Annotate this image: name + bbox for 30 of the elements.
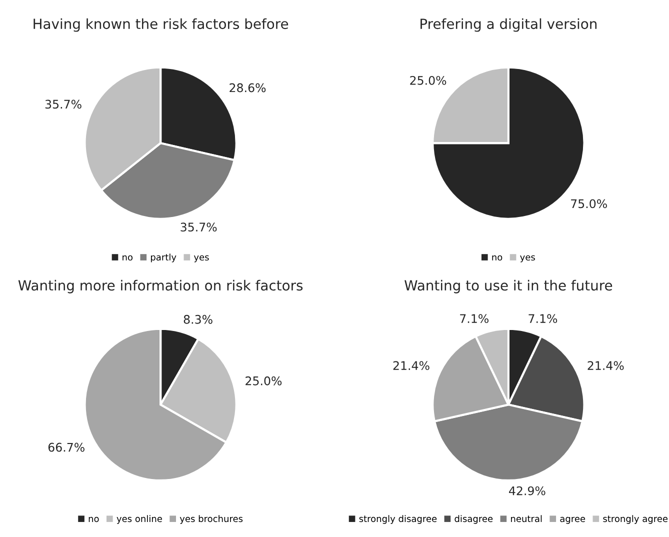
legend-label: yes brochures [180, 515, 243, 524]
legend-label: no [88, 516, 99, 522]
data-label: 21.4% [393, 361, 430, 370]
chart-title: Wanting more information on risk factors [18, 280, 303, 294]
legend-label: strongly disagree [359, 515, 437, 524]
legend-label: no [122, 255, 133, 261]
legend-label: no [492, 255, 502, 261]
data-label: 35.7% [45, 100, 82, 109]
data-label: 28.6% [230, 83, 266, 92]
data-label: 75.0% [571, 199, 607, 208]
legend-label: partly [150, 254, 176, 262]
legend-label: yes [194, 255, 209, 262]
data-label: 8.3% [184, 314, 212, 324]
chart-title: Having known the risk factors before [34, 18, 288, 32]
data-label: 35.7% [180, 222, 217, 232]
legend-label: yes online [116, 515, 162, 524]
chart-title: Wanting to use it in the future [404, 280, 612, 294]
data-label: 25.0% [246, 376, 282, 386]
legend-label: yes [520, 255, 535, 262]
chart-title: Prefering a digital version [420, 18, 597, 32]
legend-label: disagree [454, 515, 493, 524]
data-label: 7.1% [460, 314, 488, 324]
data-label: 42.9% [509, 486, 546, 496]
legend-label: agree [560, 516, 586, 524]
data-label: 25.0% [410, 76, 446, 85]
data-label: 66.7% [48, 442, 84, 452]
data-label: 7.1% [528, 314, 558, 324]
data-label: 21.4% [588, 361, 624, 370]
legend-label: neutral [511, 515, 542, 522]
legend-label: strongly agree [603, 515, 668, 524]
